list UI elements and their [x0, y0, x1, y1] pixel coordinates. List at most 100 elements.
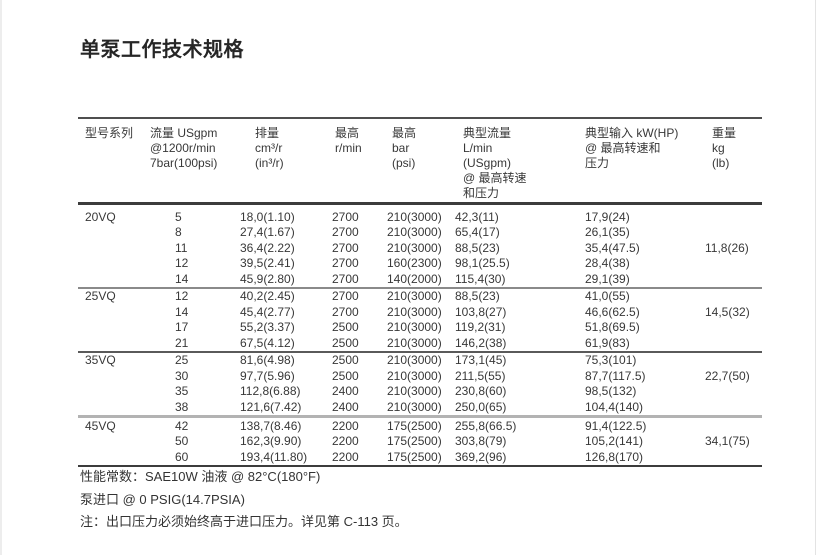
- cell-weight: 14,5(32): [705, 304, 750, 319]
- cell-displacement: 40,2(2.45): [240, 289, 295, 304]
- cell-model-empty: [78, 450, 150, 466]
- table-row: 50 162,3(9.90) 2200 175(2500) 303,8(79) 105,2…: [78, 434, 762, 450]
- cell-weight-empty: [700, 352, 762, 368]
- scan-edge-right: [815, 0, 816, 555]
- cell-max-bar: 140(2000): [387, 271, 442, 286]
- cell-flow: 35: [175, 384, 189, 399]
- table-row: 14 45,4(2.77) 2700 210(3000) 103,8(27) 46,6(6…: [78, 305, 762, 321]
- cell-max-rpm: 2700: [332, 210, 359, 224]
- cell-max-bar: 210(3000): [387, 368, 442, 383]
- column-header-max-rpm: 最高 r/min: [335, 126, 362, 155]
- cell-weight-empty: [700, 384, 762, 400]
- table-row: 60 193,4(11.80) 2200 175(2500) 369,2(96) 126,…: [78, 450, 762, 466]
- cell-model-empty: [78, 320, 150, 336]
- cell-flow: 14: [175, 304, 189, 319]
- cell-max-rpm: 2700: [332, 225, 359, 240]
- cell-max-rpm: 2500: [332, 335, 359, 350]
- cell-displacement: 162,3(9.90): [240, 434, 302, 449]
- cell-max-bar: 210(3000): [387, 399, 442, 414]
- cell-typical-input: 41,0(55): [585, 289, 630, 304]
- cell-displacement: 27,4(1.67): [240, 225, 295, 240]
- cell-max-rpm: 2200: [332, 449, 359, 464]
- cell-typical-flow: 65,4(17): [455, 225, 500, 240]
- cell-typical-input: 87,7(117.5): [585, 368, 646, 383]
- cell-max-bar: 175(2500): [387, 418, 442, 433]
- cell-max-bar: 210(3000): [387, 335, 442, 350]
- cell-typical-flow: 250,0(65): [455, 399, 507, 414]
- table-row: 8 27,4(1.67) 2700 210(3000) 65,4(17) 26,1(35): [78, 225, 762, 241]
- cell-model-empty: [78, 225, 150, 241]
- cell-model-empty: [78, 369, 150, 385]
- page-title: 单泵工作技术规格: [80, 39, 244, 61]
- cell-typical-input: 98,5(132): [585, 384, 637, 399]
- cell-displacement: 81,6(4.98): [240, 353, 295, 368]
- cell-flow: 11: [175, 240, 188, 255]
- cell-model: 35VQ: [85, 353, 116, 368]
- cell-displacement: 39,5(2.41): [240, 256, 295, 271]
- cell-model-empty: [78, 241, 150, 257]
- cell-displacement: 36,4(2.22): [240, 240, 295, 255]
- cell-displacement: 45,9(2.80): [240, 271, 295, 286]
- cell-typical-flow: 98,1(25.5): [455, 256, 510, 271]
- cell-flow: 38: [175, 399, 189, 414]
- cell-typical-input: 75,3(101): [585, 353, 637, 368]
- cell-model: 45VQ: [85, 418, 116, 433]
- cell-model-empty: [78, 434, 150, 450]
- cell-max-bar: 210(3000): [387, 384, 442, 399]
- cell-max-rpm: 2200: [332, 434, 359, 449]
- table-row: 20VQ 5 18,0(1.10) 2700 210(3000) 42,3(11) 17,9…: [78, 204, 762, 226]
- table-row: 14 45,9(2.80) 2700 140(2000) 115,4(30) 29,1(3…: [78, 272, 762, 288]
- column-header-weight: 重量 kg (lb): [712, 126, 737, 170]
- table-header-row: 型号系列 流量 USgpm @1200r/min 7bar(100psi) 排量 cm³/…: [78, 118, 762, 204]
- table-row: 25VQ 12 40,2(2.45) 2700 210(3000) 88,5(23) 41,…: [78, 288, 762, 304]
- column-header-max-bar: 最高 bar (psi): [392, 126, 417, 170]
- cell-flow: 17: [175, 320, 189, 335]
- cell-model: 20VQ: [85, 210, 116, 224]
- table-row: 35 112,8(6.88) 2400 210(3000) 230,8(60) 98,5(…: [78, 384, 762, 400]
- cell-weight: 11,8(26): [705, 240, 749, 255]
- cell-flow: 5: [175, 210, 182, 224]
- cell-max-bar: 160(2300): [387, 256, 442, 271]
- cell-displacement: 193,4(11.80): [240, 449, 308, 464]
- cell-flow: 12: [175, 289, 189, 304]
- cell-model-empty: [78, 305, 150, 321]
- cell-typical-input: 126,8(170): [585, 449, 644, 464]
- cell-model-empty: [78, 384, 150, 400]
- cell-typical-input: 61,9(83): [585, 335, 630, 350]
- cell-displacement: 121,6(7.42): [240, 399, 302, 414]
- cell-typical-input: 51,8(69.5): [585, 320, 640, 335]
- table-row: 35VQ 25 81,6(4.98) 2500 210(3000) 173,1(45) 75…: [78, 352, 762, 368]
- table-row: 17 55,2(3.37) 2500 210(3000) 119,2(31) 51,8(6…: [78, 320, 762, 336]
- cell-flow: 14: [175, 271, 189, 286]
- cell-max-bar: 210(3000): [387, 210, 442, 224]
- cell-typical-flow: 88,5(23): [455, 240, 500, 255]
- table-row: 11 36,4(2.22) 2700 210(3000) 88,5(23) 35,4(47…: [78, 241, 762, 257]
- cell-typical-input: 17,9(24): [585, 210, 630, 224]
- cell-displacement: 18,0(1.10): [240, 210, 295, 224]
- table-header: 型号系列 流量 USgpm @1200r/min 7bar(100psi) 排量 cm³/…: [78, 118, 762, 204]
- cell-max-bar: 210(3000): [387, 353, 442, 368]
- cell-flow: 50: [175, 434, 189, 449]
- section-25VQ: 25VQ 12 40,2(2.45) 2700 210(3000) 88,5(23) 41,…: [78, 288, 762, 353]
- cell-model-empty: [78, 256, 150, 272]
- cell-displacement: 138,7(8.46): [240, 418, 302, 433]
- column-header-flow: 流量 USgpm @1200r/min 7bar(100psi): [150, 126, 218, 170]
- cell-weight: 22,7(50): [705, 368, 750, 383]
- cell-flow: 21: [175, 335, 189, 350]
- cell-max-rpm: 2700: [332, 271, 359, 286]
- scan-edge-left: [0, 0, 2, 555]
- cell-typical-flow: 146,2(38): [455, 335, 507, 350]
- cell-model-empty: [78, 336, 150, 352]
- cell-typical-input: 28,4(38): [585, 256, 630, 271]
- cell-typical-flow: 103,8(27): [455, 304, 507, 319]
- cell-typical-flow: 115,4(30): [455, 271, 506, 286]
- table-row: 45VQ 42 138,7(8.46) 2200 175(2500) 255,8(66.5…: [78, 416, 762, 434]
- section-45VQ: 45VQ 42 138,7(8.46) 2200 175(2500) 255,8(66.5…: [78, 416, 762, 467]
- note-outlet-pressure: 注：出口压力必须始终高于进口压力。详见第 C-113 页。: [80, 514, 408, 529]
- cell-typical-flow: 88,5(23): [455, 289, 500, 304]
- cell-flow: 42: [175, 418, 189, 433]
- pump-spec-table: 型号系列 流量 USgpm @1200r/min 7bar(100psi) 排量 cm³/…: [78, 117, 762, 467]
- cell-max-bar: 210(3000): [387, 320, 442, 335]
- cell-typical-input: 104,4(140): [585, 399, 644, 414]
- cell-max-rpm: 2700: [332, 289, 359, 304]
